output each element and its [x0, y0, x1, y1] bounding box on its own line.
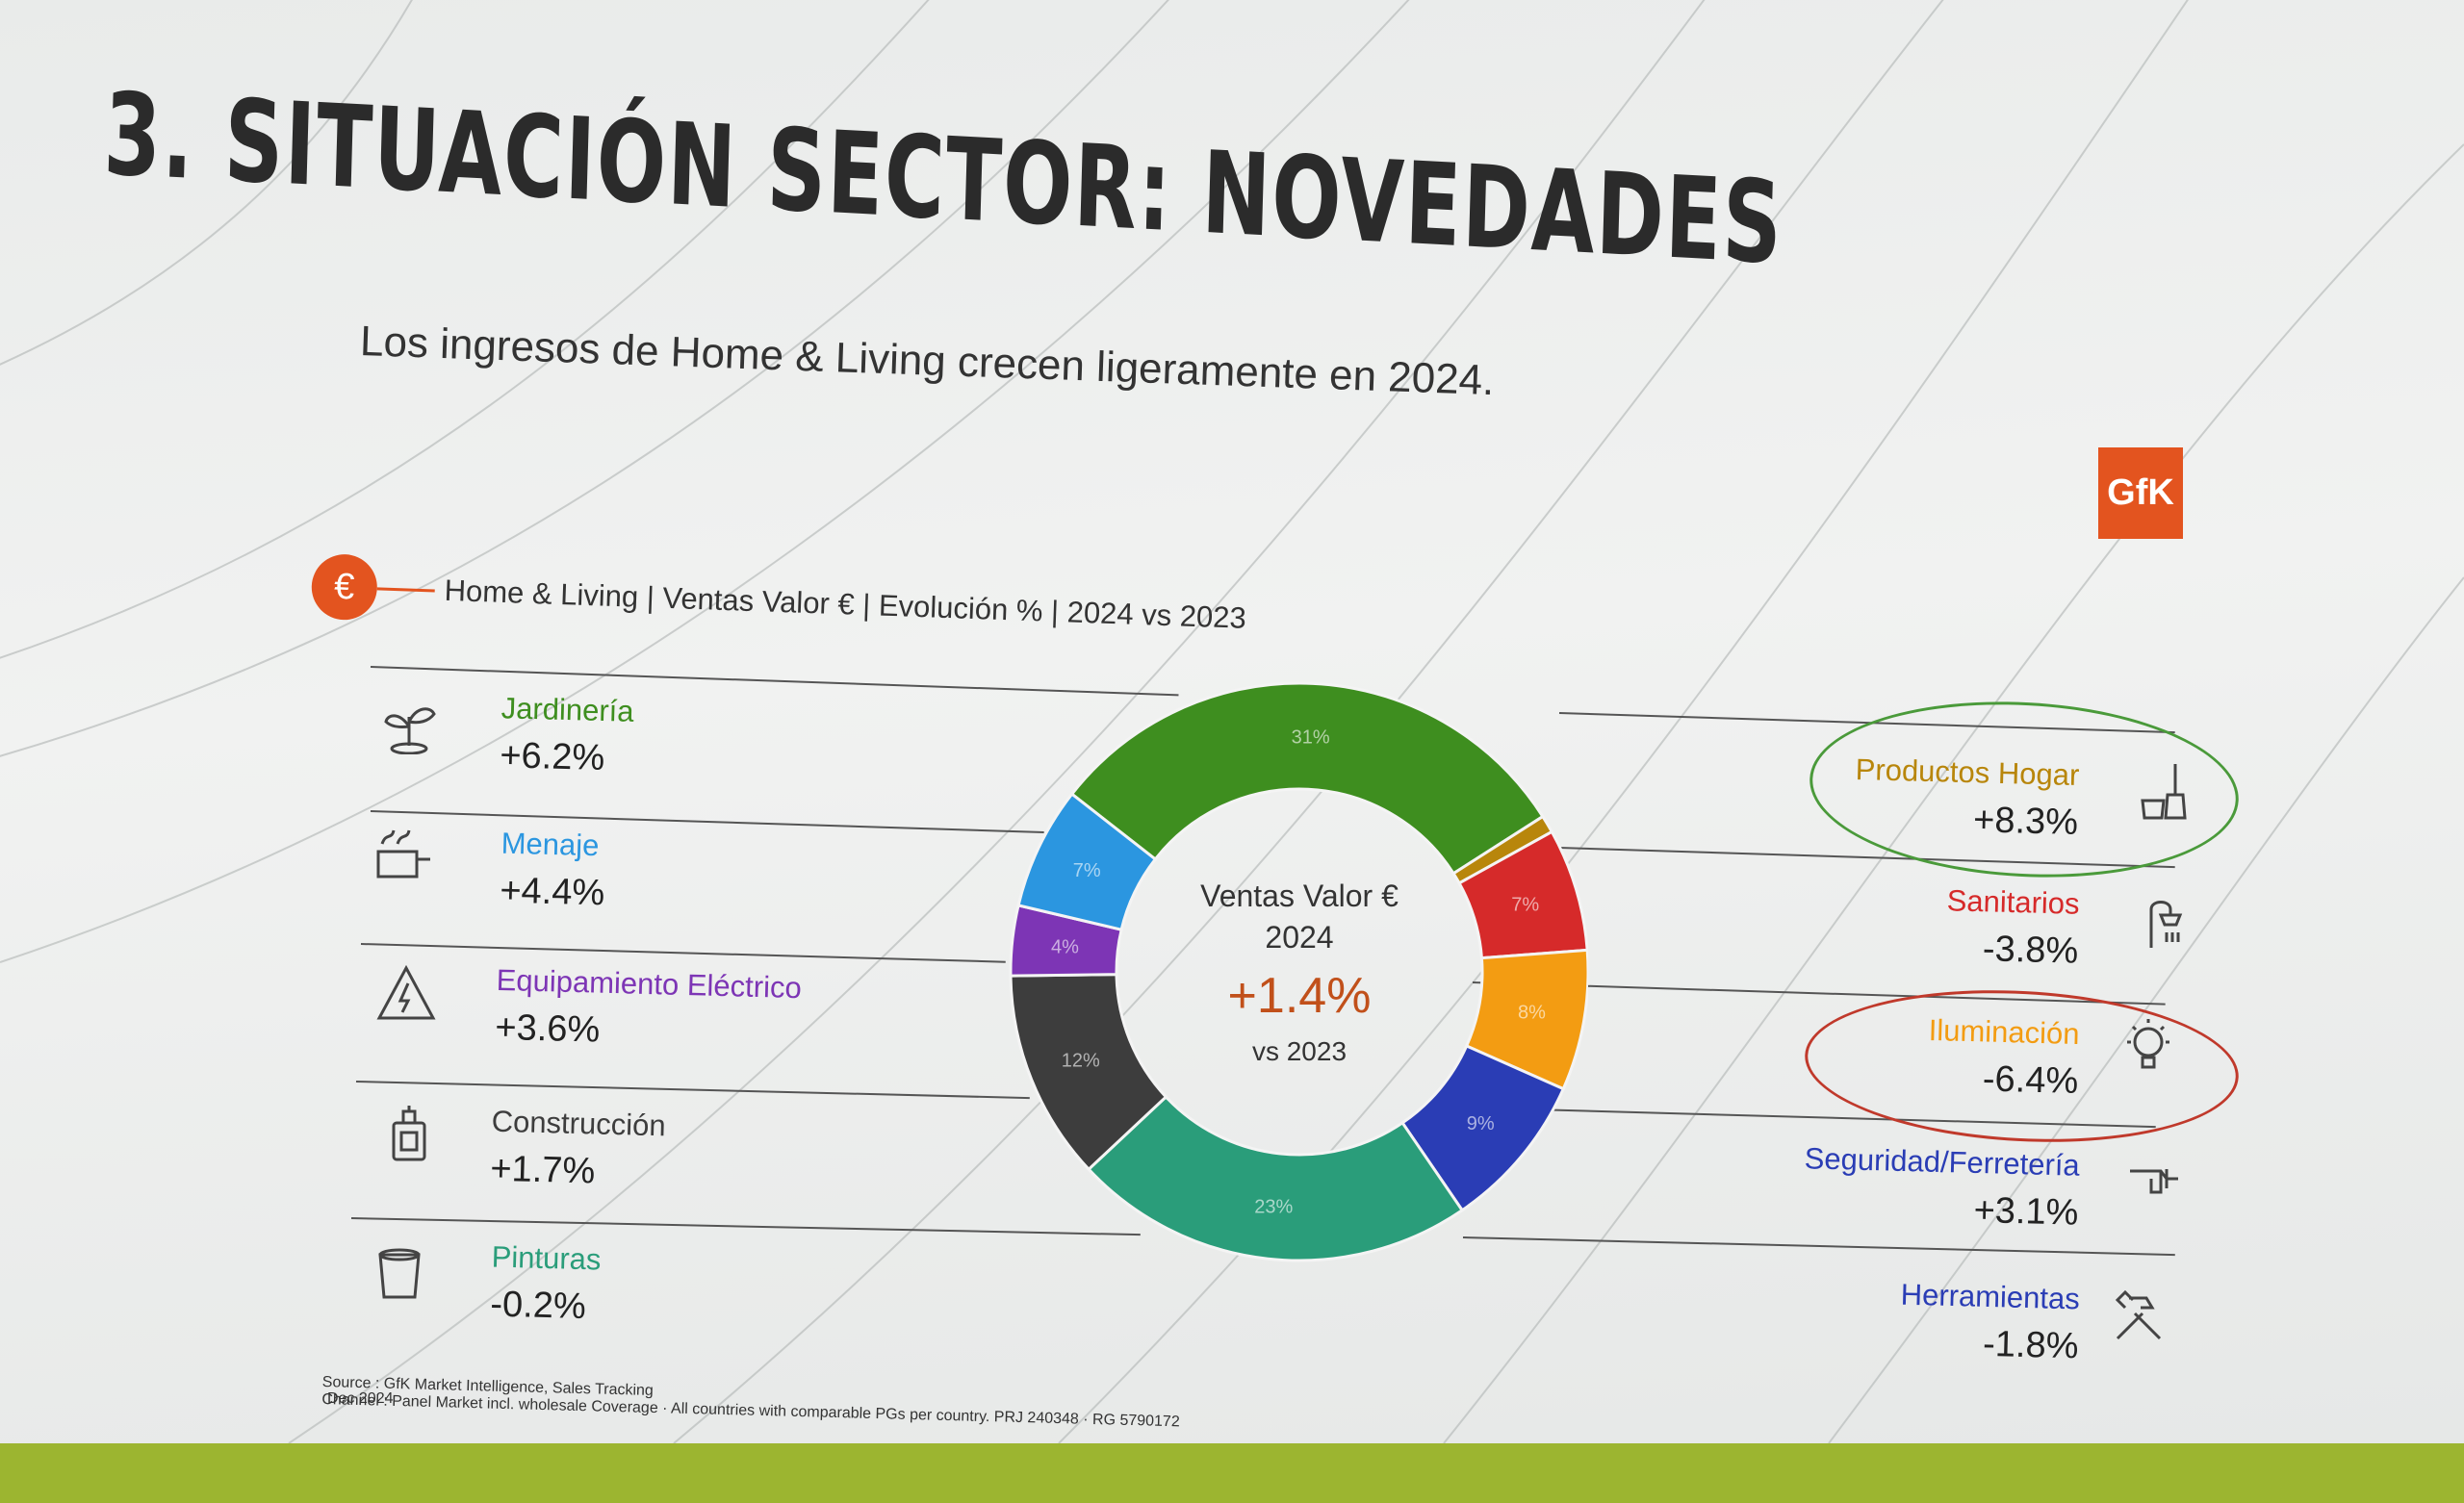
center-compare: vs 2023 — [1252, 1036, 1347, 1066]
category-value: +4.4% — [499, 870, 605, 914]
bottom-band — [0, 1443, 2464, 1503]
category-right-3: Seguridad/Ferretería +3.1% — [1803, 1141, 2080, 1234]
category-name: Productos Hogar — [1855, 752, 2081, 793]
donut-slice — [1069, 681, 1545, 876]
bulb-icon — [2118, 1015, 2179, 1082]
category-value: -3.8% — [1982, 929, 2079, 972]
category-value: +8.3% — [1973, 800, 2079, 844]
electric-icon — [375, 962, 437, 1029]
plant-icon — [380, 693, 442, 759]
donut-slice — [1016, 792, 1158, 932]
category-value: -1.8% — [1982, 1323, 2079, 1367]
category-left-4: Pinturas -0.2% — [490, 1240, 602, 1329]
paint-icon — [371, 1241, 432, 1308]
hammer-icon — [2108, 1285, 2169, 1351]
slice-label: 8% — [1518, 1003, 1546, 1024]
category-name: Jardinería — [500, 691, 635, 728]
category-name: Herramientas — [1900, 1277, 2081, 1316]
category-value: +6.2% — [499, 735, 605, 779]
category-left-1: Menaje +4.4% — [500, 827, 606, 915]
category-right-4: Herramientas -1.8% — [1899, 1278, 2080, 1368]
category-value: -0.2% — [489, 1284, 587, 1328]
slide: 3. SITUACIÓN SECTOR: NOVEDADES Los ingre… — [0, 0, 2464, 1443]
category-value: +1.7% — [489, 1148, 596, 1192]
connector-line — [376, 586, 435, 592]
slice-label: 23% — [1254, 1197, 1293, 1218]
chart-caption: Home & Living | Ventas Valor € | Evoluci… — [444, 573, 1247, 635]
category-name: Sanitarios — [1946, 883, 2081, 921]
brand-logo: GfK — [2098, 447, 2183, 539]
pot-icon — [371, 823, 432, 889]
slice-label: 7% — [1511, 895, 1539, 916]
report-date: Dec 2024 — [327, 1390, 394, 1407]
category-value: +3.1% — [1973, 1189, 2079, 1234]
category-name: Construcción — [491, 1104, 667, 1143]
cleaning-icon — [2137, 760, 2198, 827]
category-name: Pinturas — [491, 1239, 602, 1277]
shower-icon — [2132, 890, 2194, 956]
center-label: Ventas Valor € — [1200, 879, 1399, 913]
category-name: Menaje — [500, 826, 600, 863]
center-value: +1.4% — [1228, 968, 1372, 1024]
donut-slice — [1086, 1094, 1465, 1262]
slice-label: 7% — [1073, 860, 1101, 881]
slice-label: 4% — [1051, 936, 1079, 957]
category-right-1: Sanitarios -3.8% — [1945, 883, 2080, 973]
category-name: Iluminación — [1928, 1012, 2081, 1052]
category-value: +3.6% — [494, 1006, 601, 1051]
slice-label: 9% — [1467, 1113, 1495, 1134]
center-year: 2024 — [1265, 920, 1333, 955]
donut-chart: 31%7%8%9%23%12%4%7% Ventas Valor € 2024 … — [1009, 681, 1588, 1262]
drill-icon — [2122, 1150, 2184, 1216]
bottle-icon — [380, 1102, 442, 1168]
slice-label: 12% — [1062, 1051, 1100, 1072]
category-name: Seguridad/Ferretería — [1804, 1141, 2081, 1183]
category-name: Equipamiento Eléctrico — [496, 962, 803, 1006]
category-right-2: Iluminación -6.4% — [1927, 1013, 2080, 1103]
category-left-0: Jardinería +6.2% — [500, 691, 634, 780]
category-left-3: Construcción +1.7% — [490, 1105, 666, 1195]
category-value: -6.4% — [1982, 1058, 2079, 1103]
currency-badge: € — [310, 553, 378, 622]
category-right-0: Productos Hogar +8.3% — [1854, 752, 2080, 844]
category-left-2: Equipamiento Eléctrico +3.6% — [495, 963, 802, 1057]
slice-label: 31% — [1292, 726, 1330, 748]
